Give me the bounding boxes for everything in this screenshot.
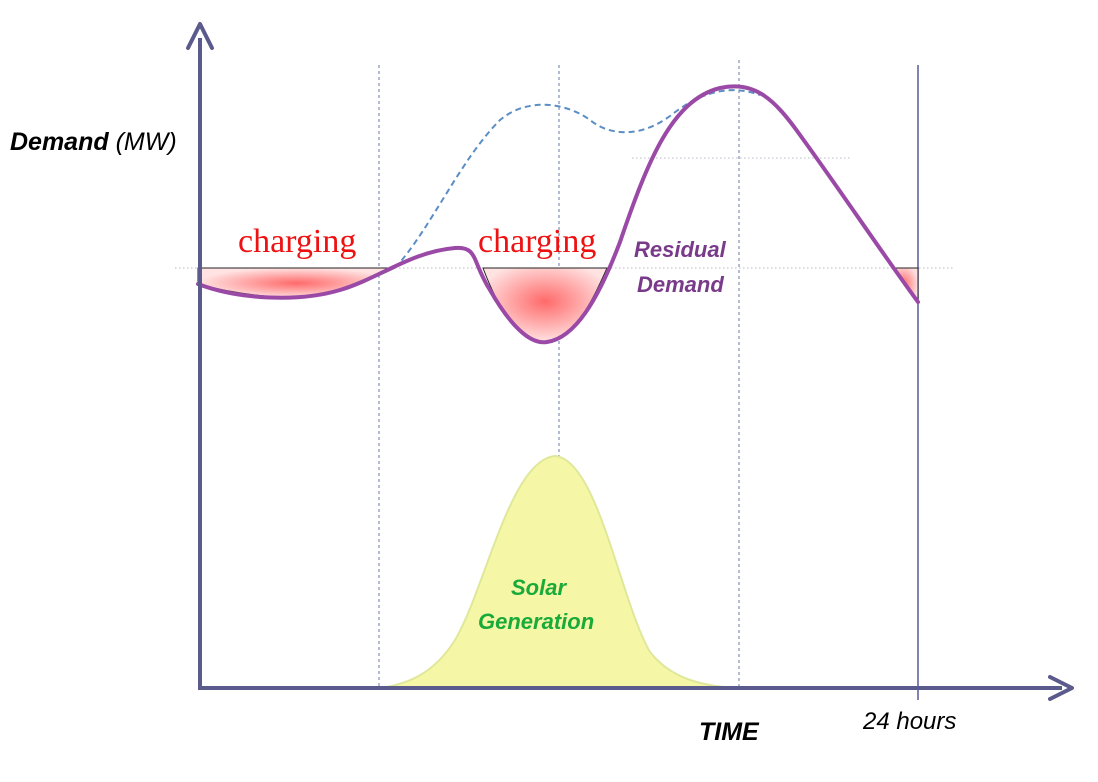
solar-generation-label-line2: Generation <box>478 609 594 634</box>
x-axis-end-tick: 24 hours <box>862 708 956 735</box>
y-axis-label-unit: (MW) <box>109 128 177 156</box>
solar-generation-area <box>379 454 736 689</box>
y-axis-label-name: Demand <box>10 128 109 156</box>
y-axis-label: Demand (MW) <box>10 128 177 156</box>
charging-label-1: charging <box>238 223 356 260</box>
charging-label-2: charging <box>478 223 596 260</box>
x-axis-arrowhead <box>1048 675 1074 701</box>
x-axis-label: TIME <box>699 718 760 746</box>
residual-demand-label-line2: Demand <box>637 272 724 297</box>
residual-demand-curve <box>196 84 920 345</box>
residual-demand-label-line1: Residual <box>634 237 727 262</box>
solar-generation-label-line1: Solar <box>511 575 567 600</box>
y-axis-arrowhead <box>186 22 214 50</box>
